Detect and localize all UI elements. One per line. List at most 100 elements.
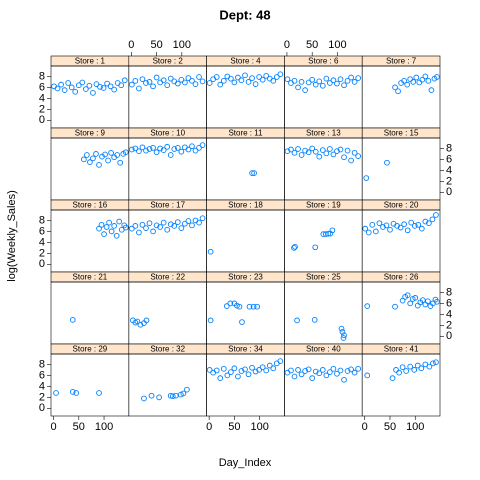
point <box>223 303 230 309</box>
point <box>192 81 199 87</box>
point <box>273 74 280 80</box>
strip-label: Store : 13 <box>306 129 341 138</box>
panel <box>128 65 207 129</box>
strip: Store : 15 <box>361 127 441 139</box>
point <box>174 80 181 87</box>
strip-label: Store : 23 <box>228 273 263 282</box>
point <box>407 300 414 307</box>
strip-label: Store : 18 <box>228 201 263 210</box>
point <box>256 74 262 80</box>
strip-label: Store : 29 <box>73 345 108 354</box>
point <box>83 86 89 92</box>
point <box>311 317 318 323</box>
point <box>330 365 337 372</box>
point <box>172 392 179 399</box>
point <box>117 159 124 166</box>
point <box>167 152 174 158</box>
point <box>380 224 386 230</box>
strip: Store : 29 <box>50 343 130 355</box>
y-tick-label: 2 <box>446 319 452 331</box>
point <box>96 162 102 168</box>
point <box>86 82 93 89</box>
strip-label: Store : 17 <box>150 201 185 210</box>
strip-label: Store : 2 <box>153 57 184 66</box>
point <box>341 332 347 339</box>
point <box>399 364 406 371</box>
point <box>185 218 192 224</box>
point <box>302 147 308 154</box>
point <box>270 365 277 372</box>
point <box>164 82 171 89</box>
point <box>160 147 167 153</box>
point <box>351 149 358 156</box>
x-tick-label: 50 <box>73 421 85 433</box>
point <box>433 212 439 218</box>
point <box>111 86 117 93</box>
point <box>251 170 257 176</box>
point <box>298 371 305 378</box>
strip-label: Store : 4 <box>230 57 261 66</box>
strip: Store : 6 <box>284 55 363 67</box>
point <box>132 145 139 152</box>
point <box>108 149 114 156</box>
point <box>384 159 390 166</box>
point <box>344 77 351 84</box>
point <box>249 170 255 176</box>
chart-title: Dept: 48 <box>219 7 270 22</box>
point <box>408 219 415 226</box>
panel <box>284 209 363 273</box>
point <box>316 153 323 160</box>
point <box>327 146 333 152</box>
y-tick-label: 0 <box>39 258 45 270</box>
point <box>139 144 146 151</box>
strip: Store : 34 <box>206 343 285 355</box>
point <box>284 369 291 376</box>
point <box>334 80 340 87</box>
strip: Store : 40 <box>284 343 363 355</box>
point <box>146 220 153 227</box>
point <box>266 362 273 369</box>
point <box>51 83 57 90</box>
point <box>80 156 87 163</box>
panel <box>50 65 130 129</box>
strip: Store : 19 <box>284 199 363 211</box>
panel <box>284 353 363 417</box>
point <box>199 142 206 148</box>
point <box>341 376 347 383</box>
strip: Store : 9 <box>50 127 130 139</box>
point <box>434 74 440 80</box>
point <box>319 367 326 373</box>
point <box>263 367 270 374</box>
panel <box>361 137 441 201</box>
point <box>231 365 238 372</box>
point <box>242 366 248 373</box>
strip: Store : 23 <box>206 271 285 283</box>
point <box>392 303 398 310</box>
point <box>107 83 114 90</box>
x-tick-label: 100 <box>173 39 191 51</box>
point <box>396 369 402 376</box>
point <box>340 335 347 341</box>
point <box>185 75 192 81</box>
point <box>305 79 312 86</box>
point <box>128 146 135 153</box>
point <box>364 372 371 379</box>
panel <box>50 353 130 417</box>
strip: Store : 13 <box>284 127 363 139</box>
strip: Store : 32 <box>128 343 207 355</box>
point <box>185 146 192 153</box>
point <box>246 303 253 310</box>
x-axis-label: Day_Index <box>219 457 272 469</box>
point <box>312 148 319 155</box>
point <box>351 79 358 85</box>
point <box>348 74 354 81</box>
point <box>171 146 178 152</box>
strip: Store : 11 <box>206 127 285 139</box>
y-tick-label: 2 <box>39 103 45 115</box>
point <box>256 367 262 373</box>
point <box>220 365 227 372</box>
point <box>284 148 291 155</box>
point <box>227 75 234 82</box>
point <box>284 76 291 83</box>
panel <box>206 137 285 201</box>
